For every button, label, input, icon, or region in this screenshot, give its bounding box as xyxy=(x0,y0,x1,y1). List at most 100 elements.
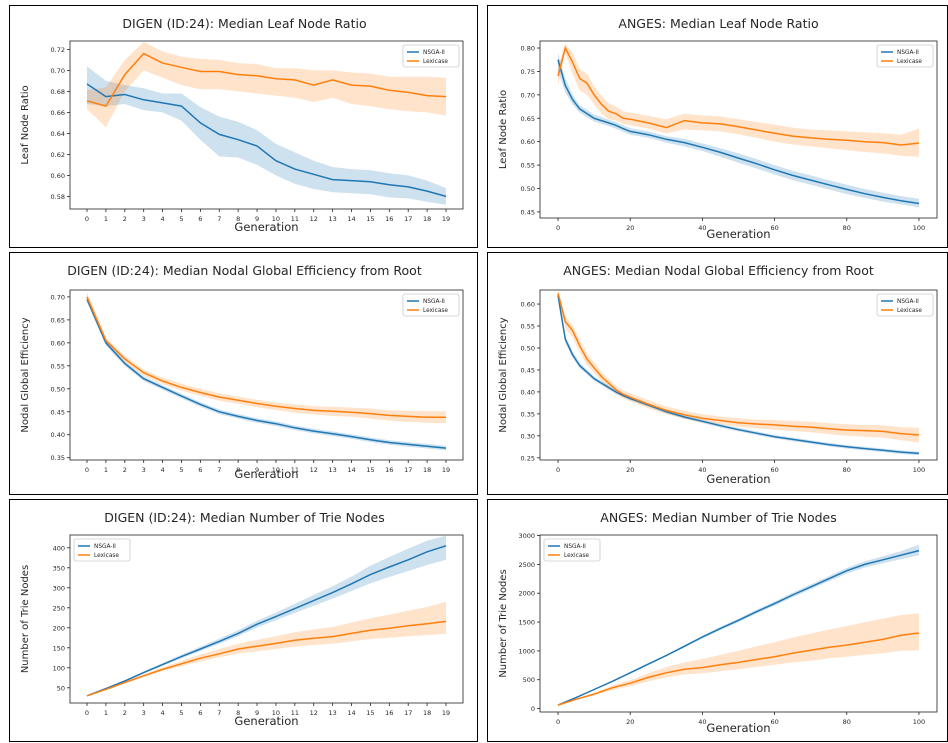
legend: NSGA-II Lexicase xyxy=(402,44,460,68)
series-band-lexicase xyxy=(87,292,446,424)
y-tick-label: 0.60 xyxy=(521,138,535,146)
y-tick-label: 0.60 xyxy=(51,172,65,180)
x-tick-label: 9 xyxy=(255,215,259,223)
x-tick-label: 2 xyxy=(123,709,127,717)
plot-frame xyxy=(539,40,938,219)
x-tick-label: 17 xyxy=(404,709,412,717)
y-tick-label: 0.25 xyxy=(521,454,535,462)
y-tick-label: 0.40 xyxy=(51,431,65,439)
x-axis-label: Generation xyxy=(234,467,298,481)
legend: NSGA-II Lexicase xyxy=(543,538,601,562)
x-tick-label: 8 xyxy=(236,709,240,717)
series-band-lexicase xyxy=(558,613,919,706)
x-tick-label: 14 xyxy=(347,215,355,223)
x-tick-label: 0 xyxy=(556,718,560,726)
y-tick-label: 150 xyxy=(53,644,65,652)
chart-svg: ANGES: Median Number of Trie Nodes 0 20 40 6… xyxy=(498,510,938,735)
chart-panel-anges-nodal-efficiency: ANGES: Median Nodal Global Efficiency fr… xyxy=(487,252,948,495)
chart-title: DIGEN (ID:24): Median Leaf Node Ratio xyxy=(122,16,366,31)
chart-panel-digen-trie-nodes: DIGEN (ID:24): Median Number of Trie Nod… xyxy=(9,499,478,742)
chart-title: ANGES: Median Number of Trie Nodes xyxy=(600,510,836,525)
x-tick-label: 12 xyxy=(310,709,318,717)
x-tick-label: 12 xyxy=(310,466,318,474)
x-tick-label: 16 xyxy=(385,215,393,223)
y-tick-label: 3000 xyxy=(518,532,535,540)
legend-label-lexicase: Lexicase xyxy=(423,308,448,314)
x-tick-label: 1 xyxy=(104,466,108,474)
y-tick-label: 50 xyxy=(57,684,65,692)
x-tick-label: 15 xyxy=(366,709,374,717)
legend-label-nsga-ii: NSGA-II xyxy=(423,299,445,305)
x-tick-label: 20 xyxy=(626,466,634,474)
y-tick-label: 0.45 xyxy=(51,408,65,416)
x-tick-label: 19 xyxy=(442,709,450,717)
y-tick-label: 0.75 xyxy=(521,68,535,76)
x-tick-label: 15 xyxy=(366,215,374,223)
y-tick-label: 0.50 xyxy=(521,185,535,193)
series-line-nsga-ii xyxy=(557,549,920,706)
y-tick-label: 0.70 xyxy=(521,91,535,99)
y-tick-label: 300 xyxy=(53,584,65,592)
x-tick-label: 18 xyxy=(423,709,431,717)
plot-frame xyxy=(69,289,464,461)
x-tick-label: 9 xyxy=(255,709,259,717)
y-tick-label: 0.80 xyxy=(521,45,535,53)
legend-label-nsga-ii: NSGA-II xyxy=(897,299,919,305)
x-axis-label: Generation xyxy=(706,472,770,486)
y-tick-label: 0 xyxy=(531,705,535,713)
x-tick-label: 19 xyxy=(442,215,450,223)
x-tick-label: 15 xyxy=(366,466,374,474)
y-axis-label: Nodal Global Efficiency xyxy=(498,317,509,432)
x-tick-label: 11 xyxy=(291,709,299,717)
series-band-nsga-ii xyxy=(558,544,919,706)
y-tick-label: 2000 xyxy=(518,590,535,598)
legend-label-nsga-ii: NSGA-II xyxy=(897,50,919,56)
x-tick-label: 7 xyxy=(217,215,221,223)
x-tick-label: 8 xyxy=(236,466,240,474)
x-tick-label: 40 xyxy=(698,718,706,726)
series-line-lexicase xyxy=(86,620,447,697)
y-tick-label: 0.72 xyxy=(51,46,65,54)
y-tick-label: 0.30 xyxy=(521,432,535,440)
x-tick-label: 10 xyxy=(272,466,280,474)
y-tick-label: 0.60 xyxy=(51,339,65,347)
y-tick-label: 0.66 xyxy=(51,109,65,117)
legend: NSGA-II Lexicase xyxy=(876,293,934,317)
x-tick-label: 3 xyxy=(142,709,146,717)
x-tick-label: 13 xyxy=(328,466,336,474)
x-tick-label: 1 xyxy=(104,709,108,717)
chart-panel-anges-trie-nodes: ANGES: Median Number of Trie Nodes 0 20 40 6… xyxy=(487,499,948,742)
y-tick-label: 0.60 xyxy=(521,301,535,309)
y-tick-label: 0.65 xyxy=(51,316,65,324)
x-tick-label: 10 xyxy=(272,709,280,717)
x-tick-label: 16 xyxy=(385,709,393,717)
chart-title: DIGEN (ID:24): Median Number of Trie Nod… xyxy=(104,510,384,525)
x-tick-label: 11 xyxy=(291,466,299,474)
x-tick-label: 17 xyxy=(404,215,412,223)
y-tick-label: 0.70 xyxy=(51,67,65,75)
y-axis-label: Number of Trie Nodes xyxy=(498,569,509,677)
chart-panel-anges-leaf-ratio: ANGES: Median Leaf Node Ratio 0 20 40 60 80 10… xyxy=(487,5,948,248)
chart-svg: ANGES: Median Nodal Global Efficiency fr… xyxy=(498,263,938,486)
y-axis-label: Leaf Node Ratio xyxy=(20,85,31,164)
series-band-lexicase xyxy=(558,290,919,443)
plot-frame xyxy=(69,534,464,704)
plot-frame xyxy=(69,40,464,210)
legend-label-nsga-ii: NSGA-II xyxy=(423,50,445,56)
y-tick-label: 0.55 xyxy=(51,362,65,370)
series-band-lexicase xyxy=(558,43,919,157)
x-tick-label: 1 xyxy=(104,215,108,223)
x-tick-label: 7 xyxy=(217,709,221,717)
x-tick-label: 6 xyxy=(198,709,202,717)
chart-svg: DIGEN (ID:24): Median Nodal Global Effic… xyxy=(20,263,464,481)
x-tick-label: 13 xyxy=(328,709,336,717)
y-axis-label: Nodal Global Efficiency xyxy=(20,317,31,432)
y-tick-label: 1000 xyxy=(518,647,535,655)
y-tick-label: 0.35 xyxy=(51,454,65,462)
series-line-nsga-ii xyxy=(86,298,447,449)
y-tick-label: 350 xyxy=(53,564,65,572)
y-tick-label: 0.50 xyxy=(521,344,535,352)
series-band-lexicase xyxy=(87,601,446,696)
x-tick-label: 0 xyxy=(556,466,560,474)
x-tick-label: 60 xyxy=(770,224,778,232)
